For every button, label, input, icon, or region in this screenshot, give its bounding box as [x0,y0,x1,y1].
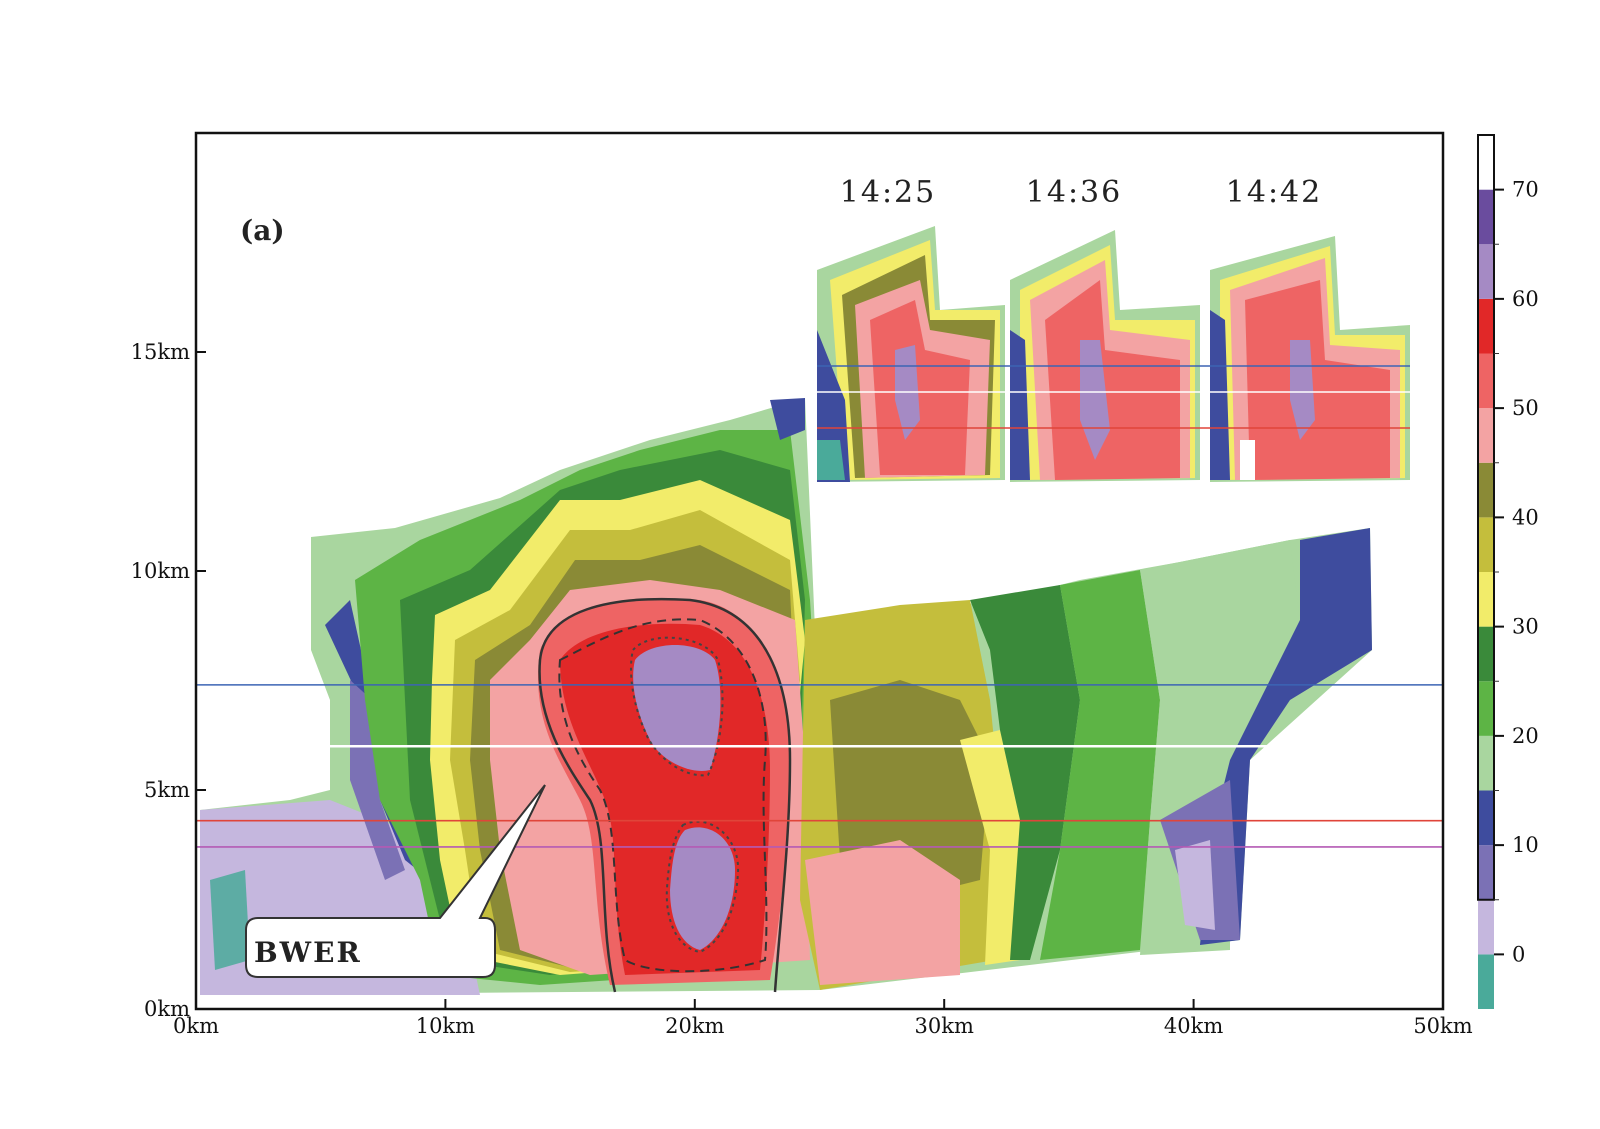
colorbar-segment [1478,408,1494,463]
inset-1442 [1210,236,1410,482]
colorbar-segment [1478,353,1494,409]
bwer-callout: BWER [245,784,546,978]
colorbar-tick-label: 30 [1512,615,1539,639]
colorbar-tick-label: 40 [1512,505,1539,529]
colorbar-tick-label: 20 [1512,724,1539,748]
x-tick-label: 30km [915,1014,974,1038]
echo-top-blue [770,398,805,440]
y-tick-label: 5km [144,778,190,802]
time-label: 14:25 [840,175,936,210]
echo-right-pink [805,840,960,985]
colorbar-tick-label: 50 [1512,396,1539,420]
colorbar-segment [1478,899,1494,955]
time-label: 14:42 [1226,175,1322,210]
time-labels: 14:25 14:36 14:42 [840,175,1322,210]
x-tick-label: 20km [665,1014,724,1038]
colorbar-segment [1478,244,1494,299]
x-tick-label: 40km [1164,1014,1223,1038]
x-tick-label: 10km [416,1014,475,1038]
y-tick-label: 15km [131,340,190,364]
reflectivity-field [200,398,1372,995]
inset-1436 [1010,230,1200,482]
horizontal-reference-lines [196,684,1443,848]
bwer-label: BWER [254,936,362,969]
inset-reference-lines [817,365,1410,429]
colorbar-segment [1478,954,1494,1009]
time-label: 14:36 [1026,175,1122,210]
panel-label: (a) [240,214,285,247]
colorbar-segment [1478,135,1494,190]
colorbar-segment [1478,517,1494,572]
colorbar-segment [1478,735,1494,791]
echo-right-blue [1200,528,1372,945]
x-tick-label: 0km [173,1014,219,1038]
time-insets [817,226,1410,482]
echo-right-darkgreen [970,585,1080,960]
echo-right-lightpurple [1175,840,1215,930]
colorbar-segment [1478,298,1494,354]
echo-low-left-teal [210,870,250,970]
colorbar-segment [1478,572,1494,627]
colorbar: 0 10 20 30 40 50 60 70 [1477,134,1539,1009]
echo-core-purple-lower [670,827,735,950]
bwer-callout-box [245,784,546,978]
colorbar-segment [1478,681,1494,736]
y-tick-label: 10km [131,559,190,583]
contour-dotted-upper [630,636,724,777]
contour-solid [538,597,792,993]
y-axis: 0km 5km 10km 15km [131,340,206,1021]
colorbar-segment [1478,189,1494,245]
inset-1425 [817,226,1005,482]
colorbar-tick-label: 60 [1512,287,1539,311]
echo-right-khaki [830,680,990,900]
colorbar-tick-label: 70 [1512,178,1539,202]
echo-right-green [1040,570,1160,960]
x-tick-label: 50km [1413,1014,1472,1038]
x-axis: 0km 10km 20km 30km 40km 50km [173,999,1473,1038]
colorbar-segment [1478,845,1494,900]
echo-left-blue [325,600,470,880]
bwer-contours [538,597,792,993]
colorbar-tick-label: 0 [1512,942,1525,966]
colorbar-segment [1478,462,1494,518]
y-tick-label: 0km [144,997,190,1021]
colorbar-segment [1478,790,1494,846]
echo-core-purple-upper [633,645,721,771]
colorbar-segment [1478,626,1494,682]
colorbar-tick-label: 10 [1512,833,1539,857]
